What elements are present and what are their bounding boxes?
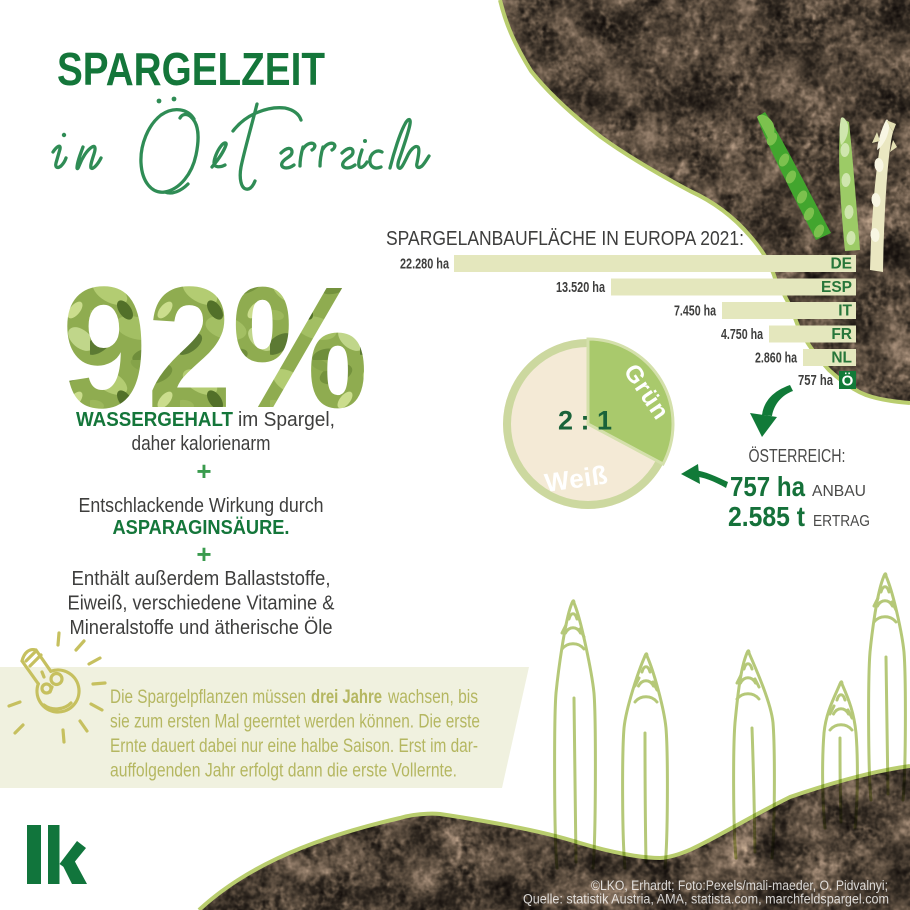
svg-text:NL: NL [831, 350, 852, 367]
svg-text:22.280 ha: 22.280 ha [400, 256, 449, 273]
svg-text:sie zum ersten Mal geerntet we: sie zum ersten Mal geerntet werden könne… [110, 712, 480, 733]
svg-text:©LKO, Erhardt; Foto:Pexels/mal: ©LKO, Erhardt; Foto:Pexels/mali-maeder, … [591, 878, 888, 893]
svg-text:ÖSTERREICH:: ÖSTERREICH: [749, 446, 846, 466]
svg-text:SPARGELANBAUFLÄCHE IN EUROPA 2: SPARGELANBAUFLÄCHE IN EUROPA 2021: [386, 228, 744, 250]
svg-text:FR: FR [831, 326, 852, 343]
svg-text:IT: IT [838, 303, 852, 320]
svg-text:Quelle: statistik Austria, AMA: Quelle: statistik Austria, AMA, statista… [523, 892, 889, 907]
svg-text:ASPARAGINSÄURE.: ASPARAGINSÄURE. [113, 516, 290, 539]
svg-text:2 : 1: 2 : 1 [558, 406, 612, 436]
svg-text:WASSERGEHALT: WASSERGEHALT [76, 409, 233, 431]
svg-text:daher kalorienarm: daher kalorienarm [132, 433, 271, 455]
svg-text:757 ha: 757 ha [730, 471, 805, 502]
svg-text:2.860 ha: 2.860 ha [755, 350, 797, 367]
svg-text:Entschlackende Wirkung durch: Entschlackende Wirkung durch [79, 495, 324, 517]
svg-text:Eiweiß, verschiedene Vitamine: Eiweiß, verschiedene Vitamine & [68, 593, 336, 615]
svg-text:757 ha: 757 ha [798, 372, 833, 389]
svg-text:auffolgenden Jahr erfolgt dann: auffolgenden Jahr erfolgt dann die erste… [110, 761, 457, 782]
svg-text:ANBAU: ANBAU [812, 483, 866, 500]
svg-text:Ernte dauert dabei nur eine ha: Ernte dauert dabei nur eine halbe Saison… [110, 736, 478, 757]
svg-text:92%: 92% [62, 250, 368, 444]
svg-text:ERTRAG: ERTRAG [813, 513, 870, 530]
svg-text:13.520 ha: 13.520 ha [556, 279, 605, 296]
svg-text:+: + [196, 539, 211, 569]
svg-text:7.450 ha: 7.450 ha [674, 303, 716, 320]
svg-text:SPARGELZEIT: SPARGELZEIT [57, 43, 325, 95]
svg-text:Enthält außerdem Ballaststoffe: Enthält außerdem Ballaststoffe, [72, 568, 331, 590]
svg-text:ESP: ESP [821, 279, 852, 296]
svg-text:+: + [196, 456, 211, 486]
svg-text:DE: DE [830, 256, 852, 273]
svg-text:Ö: Ö [842, 373, 854, 390]
svg-text:im Spargel,: im Spargel, [238, 409, 335, 431]
svg-text:2.585 t: 2.585 t [728, 501, 805, 532]
svg-text:4.750 ha: 4.750 ha [721, 326, 763, 343]
svg-text:Mineralstoffe und ätherische Ö: Mineralstoffe und ätherische Öle [70, 617, 333, 639]
